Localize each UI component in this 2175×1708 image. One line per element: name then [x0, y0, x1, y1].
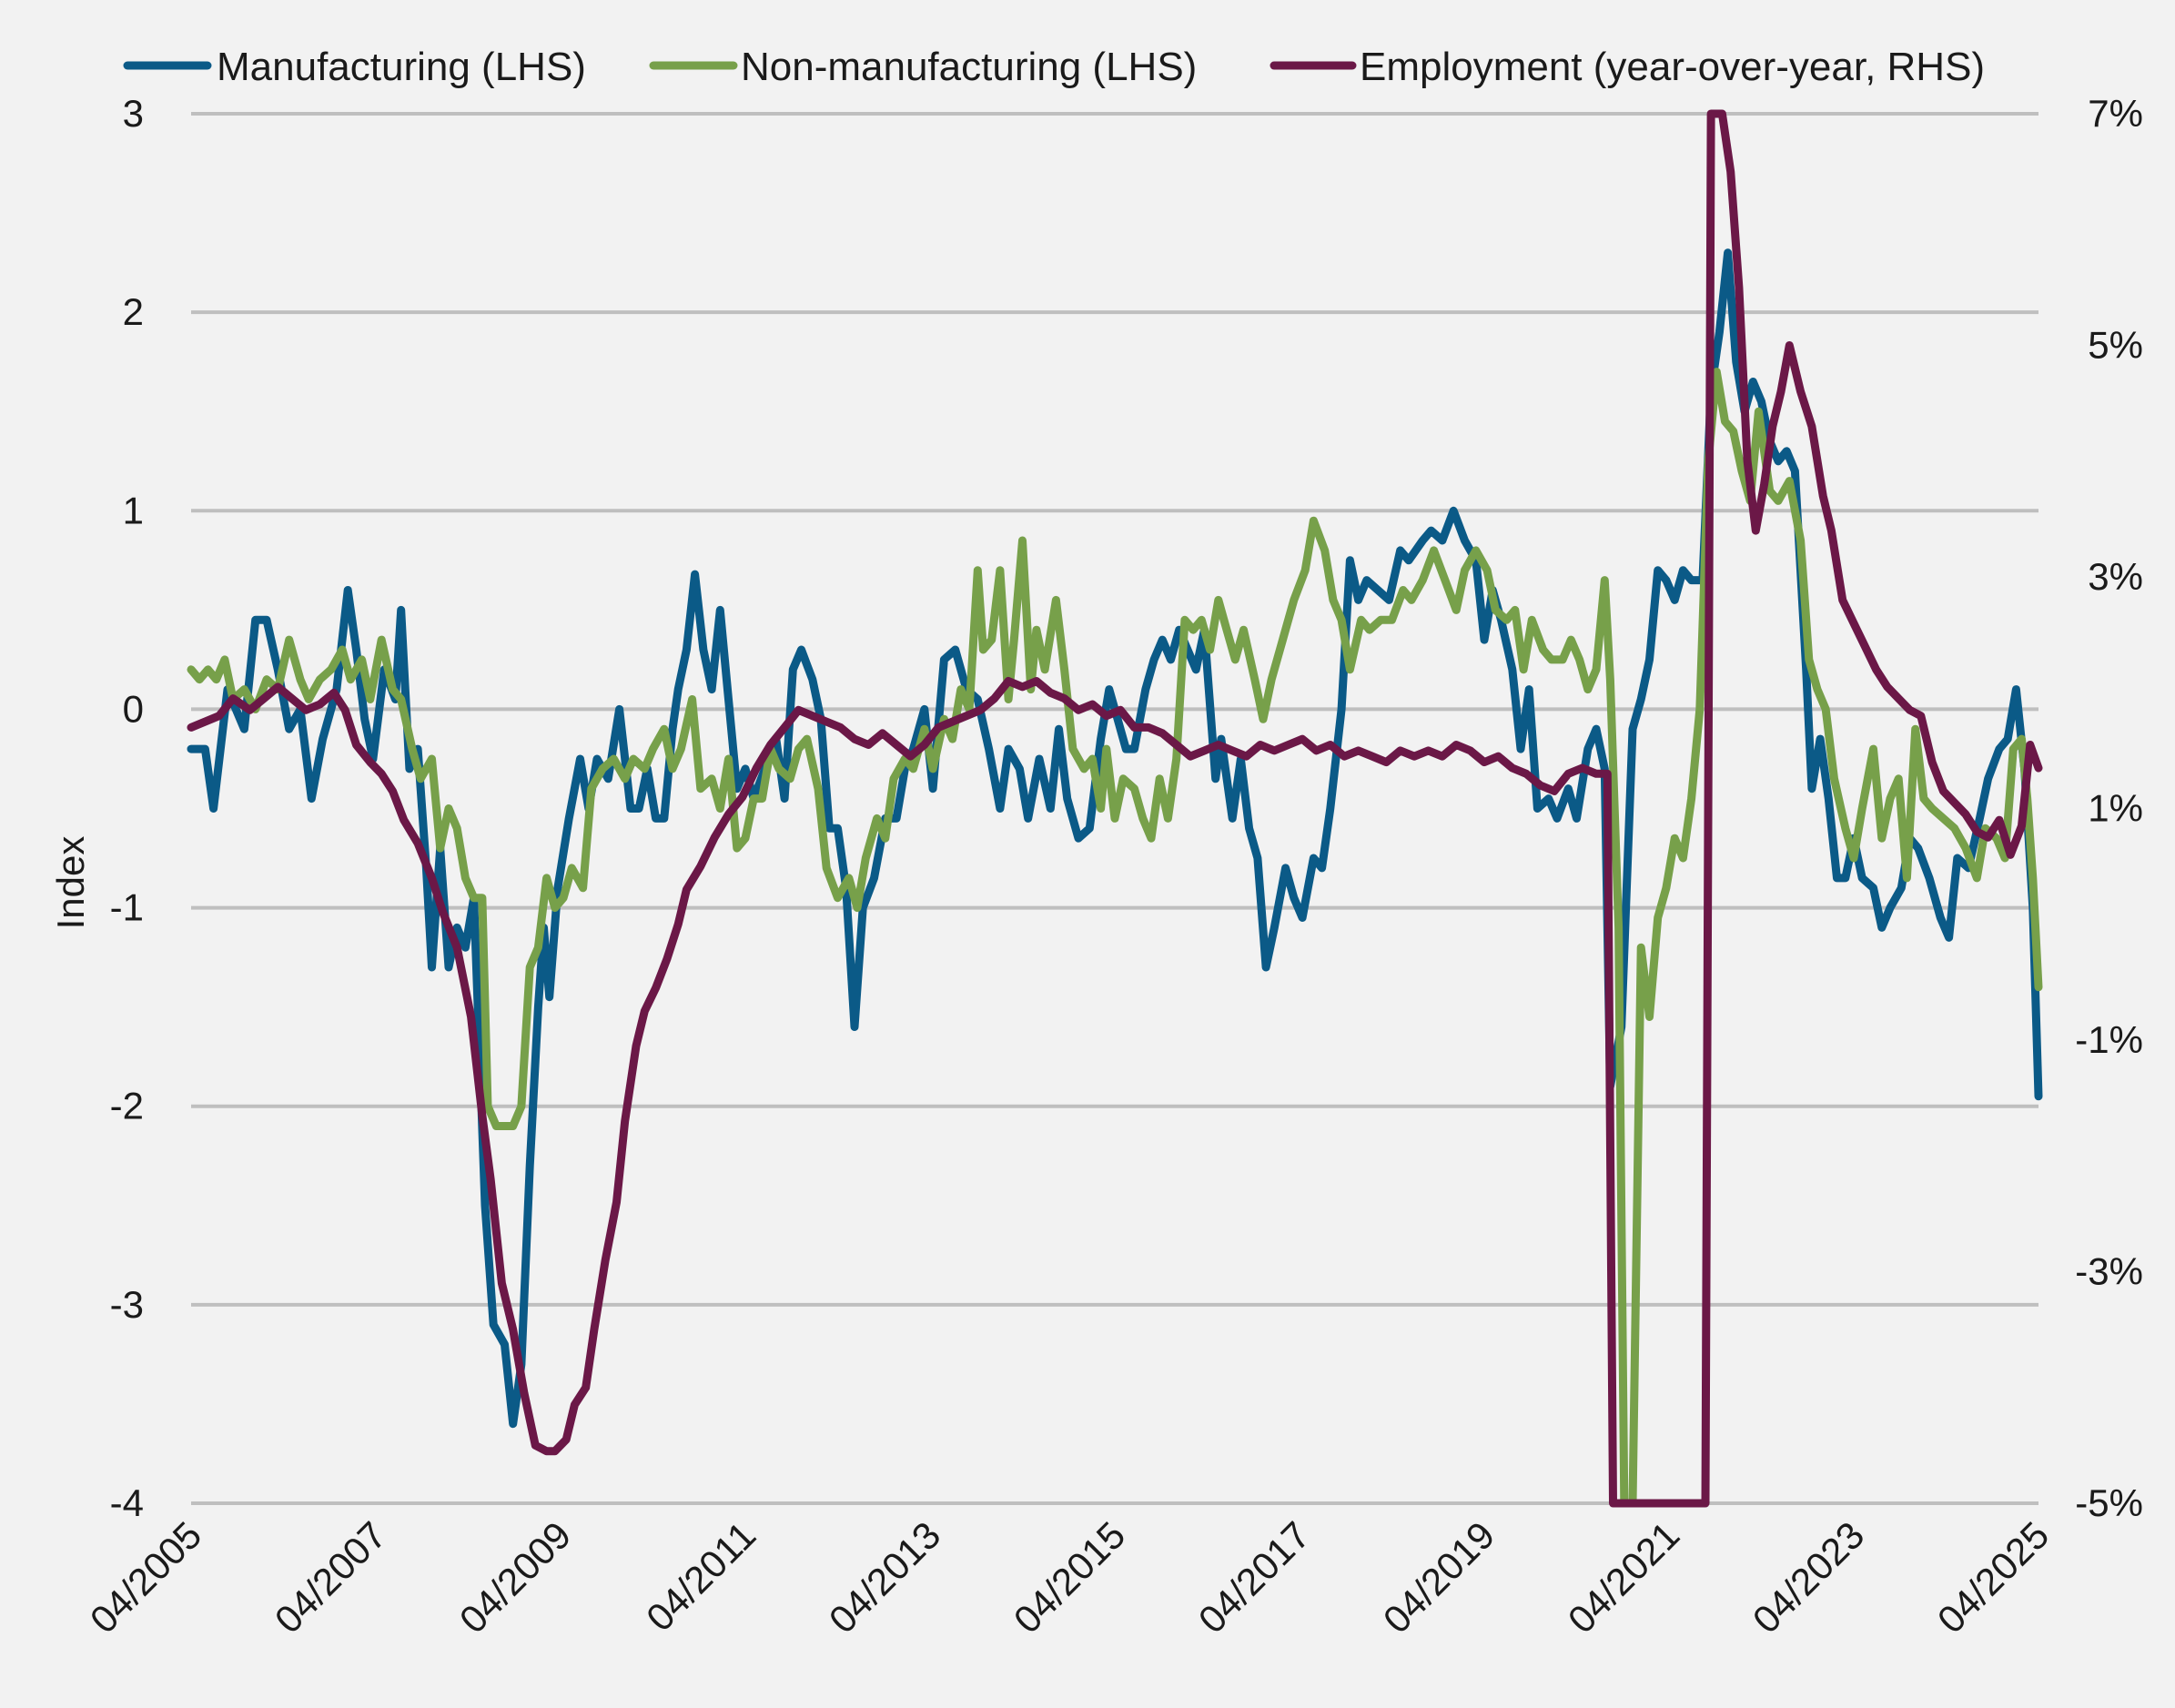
y-tick-label: -4 — [110, 1481, 144, 1524]
series-lines — [187, 109, 2043, 1508]
left-axis-ticks: 3 2 1 0 -1 -2 -3 -4 — [110, 92, 144, 1524]
y2-tick-label: -1% — [2075, 1018, 2143, 1061]
y2-tick-label: -5% — [2075, 1481, 2143, 1524]
series-line-employment — [187, 109, 2043, 1508]
y2-tick-label: 1% — [2088, 787, 2143, 830]
y2-tick-label: 5% — [2088, 324, 2143, 367]
y2-tick-label: 7% — [2088, 92, 2143, 135]
y-axis-title: Index — [49, 836, 92, 930]
y-tick-label: -1 — [110, 886, 144, 929]
y-tick-label: 2 — [123, 290, 144, 333]
series-line-non-manufacturing — [187, 368, 2043, 1508]
y-tick-label: 3 — [123, 92, 144, 135]
legend-label-non-manufacturing: Non-manufacturing (LHS) — [741, 45, 1197, 89]
y2-tick-label: 3% — [2088, 555, 2143, 598]
legend-label-manufacturing: Manufacturing (LHS) — [217, 45, 586, 89]
gridlines — [191, 112, 2038, 1505]
y2-tick-label: -3% — [2075, 1250, 2143, 1293]
right-axis-ticks: 7% 5% 3% 1% -1% -3% -5% — [2075, 92, 2143, 1524]
legend: Manufacturing (LHS) Non-manufacturing (L… — [123, 45, 1985, 89]
y-tick-label: -2 — [110, 1085, 144, 1127]
y-tick-label: 1 — [123, 489, 144, 531]
legend-label-employment: Employment (year-over-year, RHS) — [1360, 45, 1985, 89]
y-tick-label: -3 — [110, 1283, 144, 1326]
y-tick-label: 0 — [123, 687, 144, 730]
